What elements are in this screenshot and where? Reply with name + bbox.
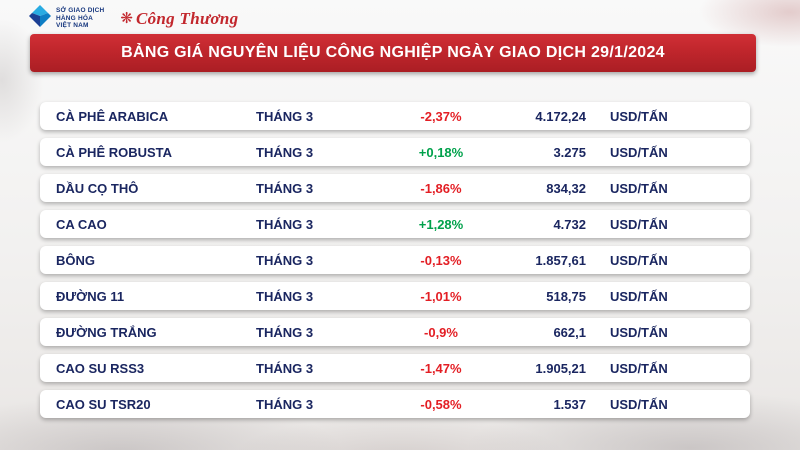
mxv-logo-line2: HÀNG HÓA xyxy=(56,14,93,22)
table-row: CÀ PHÊ ROBUSTA THÁNG 3 +0,18% 3.275 USD/… xyxy=(40,138,750,166)
mxv-logo: SỞ GIAO DỊCH HÀNG HÓA VIỆT NAM xyxy=(28,4,104,33)
cell-unit: USD/TẤN xyxy=(610,144,668,160)
cell-unit: USD/TẤN xyxy=(610,360,668,376)
table-row: CAO SU RSS3 THÁNG 3 -1,47% 1.905,21 USD/… xyxy=(40,354,750,382)
cell-price: 662,1 xyxy=(553,324,586,340)
cell-commodity: CAO SU RSS3 xyxy=(56,360,145,376)
cell-unit: USD/TẤN xyxy=(610,396,668,412)
cell-price: 834,32 xyxy=(546,180,586,196)
table-row: CÀ PHÊ ARABICA THÁNG 3 -2,37% 4.172,24 U… xyxy=(40,102,750,130)
cell-price: 518,75 xyxy=(546,288,586,304)
cell-price: 1.905,21 xyxy=(535,360,586,376)
cell-commodity: ĐƯỜNG 11 xyxy=(56,288,125,304)
cell-change-percent: -1,86% xyxy=(420,180,462,196)
cell-change-percent: -0,9% xyxy=(424,324,458,340)
cell-contract-month: THÁNG 3 xyxy=(256,288,314,304)
cell-change-percent: -2,37% xyxy=(420,108,462,124)
cell-unit: USD/TẤN xyxy=(610,252,668,268)
cell-change-percent: +0,18% xyxy=(418,144,464,160)
cell-contract-month: THÁNG 3 xyxy=(256,180,314,196)
table-row: BÔNG THÁNG 3 -0,13% 1.857,61 USD/TẤN xyxy=(40,246,750,274)
header-logos: SỞ GIAO DỊCH HÀNG HÓA VIỆT NAM ❋ Công Th… xyxy=(28,4,238,33)
title-banner: BẢNG GIÁ NGUYÊN LIỆU CÔNG NGHIỆP NGÀY GI… xyxy=(30,34,756,72)
table-row: ĐƯỜNG TRẮNG THÁNG 3 -0,9% 662,1 USD/TẤN xyxy=(40,318,750,346)
cell-contract-month: THÁNG 3 xyxy=(256,216,314,232)
cell-unit: USD/TẤN xyxy=(610,108,668,124)
cell-commodity: DẦU CỌ THÔ xyxy=(56,180,139,196)
cell-price: 4.732 xyxy=(553,216,586,232)
cell-contract-month: THÁNG 3 xyxy=(256,360,314,376)
page-title: BẢNG GIÁ NGUYÊN LIỆU CÔNG NGHIỆP NGÀY GI… xyxy=(121,44,665,61)
cell-unit: USD/TẤN xyxy=(610,180,668,196)
congthuong-emblem-icon: ❋ xyxy=(120,10,133,27)
cell-price: 1.537 xyxy=(553,396,586,412)
cell-contract-month: THÁNG 3 xyxy=(256,252,314,268)
cell-change-percent: -0,13% xyxy=(420,252,462,268)
congthuong-logo: ❋ Công Thương xyxy=(112,9,238,29)
table-row: DẦU CỌ THÔ THÁNG 3 -1,86% 834,32 USD/TẤN xyxy=(40,174,750,202)
congthuong-logo-text: Công Thương xyxy=(135,8,239,28)
table-row: CA CAO THÁNG 3 +1,28% 4.732 USD/TẤN xyxy=(40,210,750,238)
cell-price: 4.172,24 xyxy=(535,108,586,124)
cell-contract-month: THÁNG 3 xyxy=(256,324,314,340)
cell-price: 3.275 xyxy=(553,144,586,160)
cell-change-percent: -0,58% xyxy=(420,396,462,412)
cell-change-percent: -1,01% xyxy=(420,288,462,304)
cell-contract-month: THÁNG 3 xyxy=(256,396,314,412)
mxv-logo-line1: SỞ GIAO DỊCH xyxy=(56,7,105,15)
table-row: ĐƯỜNG 11 THÁNG 3 -1,01% 518,75 USD/TẤN xyxy=(40,282,750,310)
cell-commodity: CÀ PHÊ ARABICA xyxy=(56,108,169,124)
cell-price: 1.857,61 xyxy=(535,252,586,268)
cell-commodity: CAO SU TSR20 xyxy=(56,396,151,412)
cell-commodity: CÀ PHÊ ROBUSTA xyxy=(56,144,173,160)
mxv-logo-text: SỞ GIAO DỊCH HÀNG HÓA VIỆT NAM xyxy=(56,7,104,30)
cell-commodity: ĐƯỜNG TRẮNG xyxy=(56,324,157,340)
price-table: CÀ PHÊ ARABICA THÁNG 3 -2,37% 4.172,24 U… xyxy=(40,102,750,426)
cell-unit: USD/TẤN xyxy=(610,216,668,232)
cell-unit: USD/TẤN xyxy=(610,324,668,340)
cell-change-percent: +1,28% xyxy=(418,216,464,232)
mxv-diamond-icon xyxy=(28,4,52,33)
mxv-logo-line3: VIỆT NAM xyxy=(56,22,89,30)
cell-change-percent: -1,47% xyxy=(420,360,462,376)
cell-commodity: CA CAO xyxy=(56,216,107,232)
cell-commodity: BÔNG xyxy=(56,252,95,268)
table-row: CAO SU TSR20 THÁNG 3 -0,58% 1.537 USD/TẤ… xyxy=(40,390,750,418)
cell-contract-month: THÁNG 3 xyxy=(256,144,314,160)
cell-unit: USD/TẤN xyxy=(610,288,668,304)
cell-contract-month: THÁNG 3 xyxy=(256,108,314,124)
